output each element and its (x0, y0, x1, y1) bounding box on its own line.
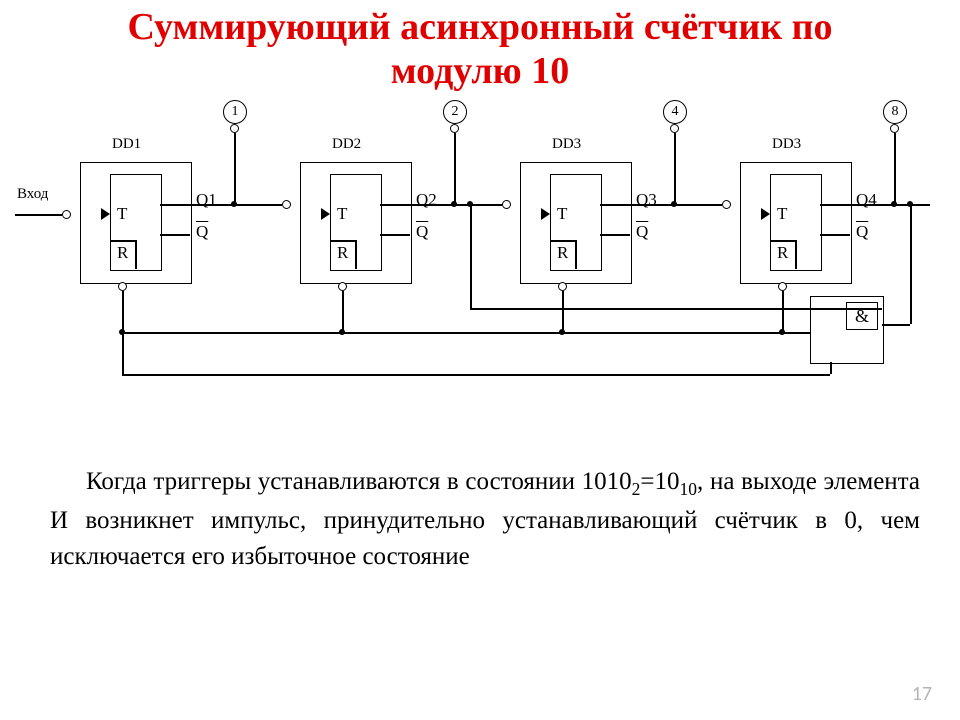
qbar-stub-2 (600, 234, 630, 236)
t-label-1: T (337, 204, 347, 224)
clock-tri-1 (321, 208, 330, 220)
dd-label-1: DD2 (332, 136, 361, 153)
and-tap-run-b (882, 324, 910, 326)
and-out-rise (122, 332, 124, 374)
qbar-label-0: Q (196, 222, 208, 242)
qbar-label-2: Q (636, 222, 648, 242)
q-label-3: Q4 (856, 190, 877, 210)
t-label-0: T (117, 204, 127, 224)
r-label-3: R (777, 243, 788, 263)
q-wire-2 (630, 204, 722, 206)
clock-tri-2 (541, 208, 550, 220)
r-drop-1 (342, 291, 344, 332)
q-stub-3 (820, 204, 850, 206)
counter-diagram: DD1TT1TRQ1Q1ВходDD2TT2TRQ2Q2DD3TT3TRQ3Q4… (15, 99, 945, 409)
r-divv-1 (355, 240, 357, 269)
clk-inv-0 (62, 210, 71, 219)
clock-tri-0 (101, 208, 110, 220)
q-label-1: Q2 (416, 190, 437, 210)
q-stub-1 (380, 204, 410, 206)
q-wire-3 (850, 204, 930, 206)
weight-3: 8 (883, 100, 907, 124)
clk-inv-1 (282, 200, 291, 209)
description-paragraph: Когда триггеры устанавливаются в состоян… (0, 434, 960, 575)
weight-1: 2 (443, 100, 467, 124)
q-label-0: Q1 (196, 190, 217, 210)
input-wire (15, 214, 62, 216)
qbar-stub-1 (380, 234, 410, 236)
title-line2: модулю 10 (391, 50, 569, 92)
dd-label-3: DD3 (772, 136, 801, 153)
q-wire-1 (410, 204, 502, 206)
weight-inv-2 (670, 124, 679, 133)
clk-inv-2 (502, 200, 511, 209)
r-div-3 (770, 240, 795, 242)
q-stub-0 (160, 204, 190, 206)
dd-label-0: DD1 (112, 136, 141, 153)
clk-inv-3 (722, 200, 731, 209)
r-inv-3 (778, 282, 787, 291)
weight-drop-1 (454, 133, 456, 204)
q-wire-0 (190, 204, 282, 206)
r-inv-1 (338, 282, 347, 291)
t-label-3: T (777, 204, 787, 224)
and-out-drop (830, 362, 832, 374)
weight-inv-1 (450, 124, 459, 133)
q-label-2: Q3 (636, 190, 657, 210)
r-drop-3 (782, 291, 784, 332)
r-label-1: R (337, 243, 348, 263)
qbar-stub-3 (820, 234, 850, 236)
r-div-2 (550, 240, 575, 242)
and-tap-run-a (470, 308, 882, 310)
weight-inv-3 (890, 124, 899, 133)
r-label-2: R (557, 243, 568, 263)
and-gate-inner: & (846, 302, 878, 330)
and-tap-drop-b (910, 204, 912, 324)
r-inv-0 (118, 282, 127, 291)
qbar-label-3: Q (856, 222, 868, 242)
r-divv-0 (135, 240, 137, 269)
r-drop-2 (562, 291, 564, 332)
r-divv-3 (795, 240, 797, 269)
and-out-run (122, 374, 830, 376)
qbar-stub-0 (160, 234, 190, 236)
r-label-0: R (117, 243, 128, 263)
page-number: 17 (912, 682, 932, 706)
r-div-0 (110, 240, 135, 242)
and-tap-drop-a (470, 204, 472, 308)
weight-drop-2 (674, 133, 676, 204)
r-drop-0 (122, 291, 124, 332)
input-label: Вход (17, 186, 48, 203)
weight-drop-0 (234, 133, 236, 204)
r-divv-2 (575, 240, 577, 269)
r-div-1 (330, 240, 355, 242)
clock-tri-3 (761, 208, 770, 220)
weight-0: 1 (223, 100, 247, 124)
dd-label-2: DD3 (552, 136, 581, 153)
t-label-2: T (557, 204, 567, 224)
weight-inv-0 (230, 124, 239, 133)
r-inv-2 (558, 282, 567, 291)
q-stub-2 (600, 204, 630, 206)
title-line1: Суммирующий асинхронный счётчик по (127, 6, 832, 48)
weight-2: 4 (663, 100, 687, 124)
reset-bus (122, 332, 810, 334)
qbar-label-1: Q (416, 222, 428, 242)
weight-drop-3 (894, 133, 896, 204)
